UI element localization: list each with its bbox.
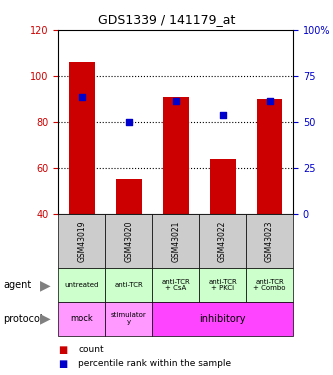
Point [267, 98, 272, 104]
Text: agent: agent [3, 280, 32, 290]
Text: untreated: untreated [65, 282, 99, 288]
Text: anti-TCR
+ PKCi: anti-TCR + PKCi [208, 279, 237, 291]
Bar [116, 179, 142, 214]
Text: ▶: ▶ [40, 312, 50, 326]
Text: GSM43022: GSM43022 [218, 220, 227, 262]
Text: anti-TCR
+ CsA: anti-TCR + CsA [161, 279, 190, 291]
Text: protocol: protocol [3, 314, 43, 324]
Text: GSM43020: GSM43020 [124, 220, 133, 262]
Bar [69, 62, 95, 214]
Text: GSM43021: GSM43021 [171, 220, 180, 262]
Point [126, 119, 131, 125]
Text: GSM43019: GSM43019 [77, 220, 86, 262]
Text: stimulator
y: stimulator y [111, 312, 147, 325]
Text: GDS1339 / 141179_at: GDS1339 / 141179_at [98, 13, 235, 26]
Point [220, 112, 225, 118]
Point [173, 98, 178, 104]
Text: ■: ■ [58, 345, 68, 354]
Text: ■: ■ [58, 359, 68, 369]
Bar [163, 97, 188, 214]
Text: mock: mock [70, 314, 93, 323]
Text: anti-TCR
+ Combo: anti-TCR + Combo [253, 279, 286, 291]
Text: GSM43023: GSM43023 [265, 220, 274, 262]
Bar [257, 99, 282, 214]
Point [79, 94, 84, 100]
Text: inhibitory: inhibitory [199, 314, 246, 324]
Text: percentile rank within the sample: percentile rank within the sample [78, 359, 231, 368]
Text: anti-TCR: anti-TCR [114, 282, 143, 288]
Text: ▶: ▶ [40, 278, 50, 292]
Bar [210, 159, 235, 214]
Text: count: count [78, 345, 104, 354]
